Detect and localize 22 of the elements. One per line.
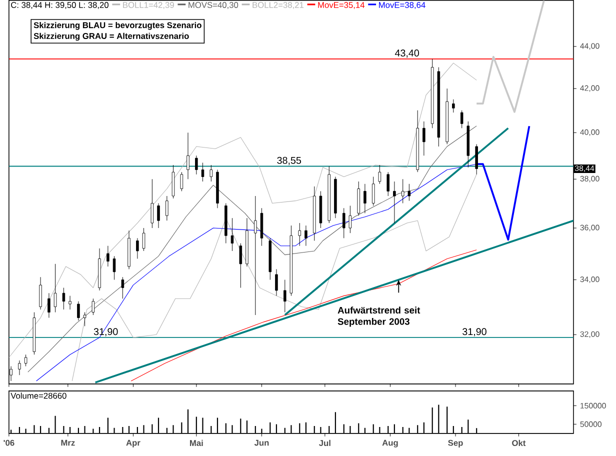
x-tick-label: Aug (382, 440, 398, 448)
x-tick-label: Mai (190, 440, 203, 446)
legend-label: MOVS=40,30 (188, 2, 238, 9)
legend-label: MovE=35,14 (318, 2, 365, 9)
annotation: 43,40 (394, 49, 420, 58)
legend-label: BOLL2=38,21 (252, 2, 304, 9)
x-tick-label: Sep (448, 440, 463, 448)
annotation: Aufwärtstrend seit September 2003 (338, 306, 420, 327)
x-tick-label: Jul (318, 440, 330, 446)
x-tick-label: Apr (126, 440, 140, 448)
x-tick-label: Mrz (61, 440, 75, 446)
x-tick-label: '06 (4, 440, 14, 446)
annotation: Skizzierung BLAU = bevorzugtes Szenario (34, 22, 202, 30)
annotation: 38,55 (277, 156, 302, 165)
x-tick-label: Okt (512, 440, 526, 446)
annotation: Skizzierung GRAU = Alternativszenario (34, 32, 189, 41)
x-tick-label: Jun (254, 440, 269, 446)
legend-label: MovE=38,64 (379, 2, 426, 9)
chart-title: C: 38,44 H: 39,50 L: 38,20 (11, 2, 108, 9)
legend-label: BOLL1=42,39 (123, 2, 174, 9)
chart-title: Volume=28660 (10, 392, 66, 399)
annotation: 31,90 (462, 328, 486, 336)
